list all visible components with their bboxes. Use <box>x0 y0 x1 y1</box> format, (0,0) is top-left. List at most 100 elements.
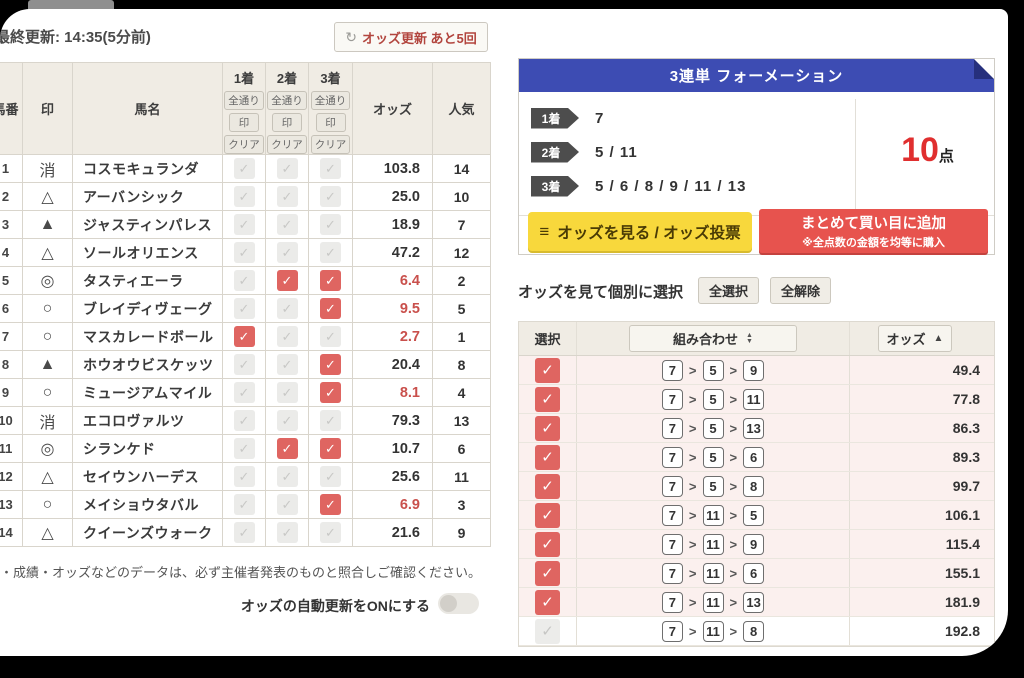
second-clear-button[interactable]: クリア <box>267 135 307 154</box>
first-place-checkbox[interactable]: ✓ <box>233 410 255 431</box>
third-place-checkbox[interactable]: ✓ <box>320 158 341 179</box>
first-place-checkbox[interactable]: ✓ <box>233 326 255 347</box>
first-mark-button[interactable]: 印 <box>229 113 259 132</box>
combination-sequence: 7 > 5 > 13 <box>577 417 849 439</box>
sort-by-combination-button[interactable]: 組み合わせ ▲ ▼ <box>629 325 797 352</box>
third-place-checkbox[interactable]: ✓ <box>320 186 341 207</box>
place-selection-values: 5 / 11 <box>595 143 638 161</box>
combination-sequence: 7 > 5 > 8 <box>577 475 849 497</box>
second-place-checkbox[interactable]: ✓ <box>276 354 298 375</box>
second-place-checkbox[interactable]: ✓ <box>276 214 298 235</box>
check-icon: ✓ <box>541 478 554 495</box>
check-icon: ✓ <box>238 384 250 400</box>
horse-number: 5 <box>0 266 23 295</box>
third-place-checkbox[interactable]: ✓ <box>320 242 341 263</box>
horse-mark-icon: ◎ <box>22 434 73 463</box>
horse-number: 1 <box>0 154 23 183</box>
first-place-checkbox[interactable]: ✓ <box>233 466 255 487</box>
combination-checkbox[interactable]: ✓ <box>535 357 560 383</box>
combination-checkbox[interactable]: ✓ <box>535 589 560 615</box>
first-clear-button[interactable]: クリア <box>224 135 264 154</box>
combination-table-header: 選択 組み合わせ ▲ ▼ オッズ ▲ <box>519 322 994 356</box>
second-place-checkbox[interactable]: ✓ <box>276 438 298 459</box>
auto-update-label: オッズの自動更新をONにする <box>240 598 430 614</box>
third-clear-button[interactable]: クリア <box>310 135 351 154</box>
clear-all-button[interactable]: 全解除 <box>770 277 832 304</box>
third-place-checkbox[interactable]: ✓ <box>320 466 341 487</box>
select-all-button[interactable]: 全選択 <box>698 277 760 304</box>
first-place-checkbox[interactable]: ✓ <box>233 242 255 263</box>
check-icon: ✓ <box>238 524 250 540</box>
horse-mark-icon: 消 <box>22 406 73 435</box>
third-mark-button[interactable]: 印 <box>315 113 346 132</box>
third-place-checkbox[interactable]: ✓ <box>320 382 341 403</box>
second-place-checkbox[interactable]: ✓ <box>276 326 298 347</box>
first-all-button[interactable]: 全通り <box>224 91 264 110</box>
place-selection-values: 5 / 6 / 8 / 9 / 11 / 13 <box>595 177 747 195</box>
horse-number: 6 <box>0 294 23 323</box>
third-place-checkbox[interactable]: ✓ <box>320 354 341 375</box>
first-place-checkbox[interactable]: ✓ <box>233 354 255 375</box>
third-place-checkbox[interactable]: ✓ <box>320 438 341 459</box>
combination-checkbox[interactable]: ✓ <box>535 618 560 644</box>
second-mark-button[interactable]: 印 <box>272 113 302 132</box>
horse-mark-icon: △ <box>22 182 73 211</box>
check-icon: ✓ <box>281 440 293 456</box>
second-place-checkbox[interactable]: ✓ <box>276 270 298 291</box>
combination-checkbox[interactable]: ✓ <box>535 415 560 441</box>
second-place-checkbox[interactable]: ✓ <box>276 410 298 431</box>
check-icon: ✓ <box>281 216 293 232</box>
third-place-checkbox[interactable]: ✓ <box>320 326 341 347</box>
check-icon: ✓ <box>541 594 554 611</box>
second-place-checkbox[interactable]: ✓ <box>276 186 298 207</box>
second-place-checkbox[interactable]: ✓ <box>276 298 298 319</box>
horse-row: 4 △ ソールオリエンス ✓ ✓ ✓ 47.2 12 <box>0 238 491 267</box>
first-place-checkbox[interactable]: ✓ <box>233 214 255 235</box>
horse-number: 14 <box>0 518 23 547</box>
odds-refresh-button[interactable]: ↻ オッズ更新 あと5回 <box>334 22 488 52</box>
first-place-checkbox[interactable]: ✓ <box>233 494 255 515</box>
second-place-checkbox[interactable]: ✓ <box>276 466 298 487</box>
third-place-checkbox[interactable]: ✓ <box>320 494 341 515</box>
first-place-checkbox[interactable]: ✓ <box>233 522 255 543</box>
sort-by-odds-button[interactable]: オッズ ▲ <box>878 325 952 352</box>
combination-row: ✓ 7 > 5 > 6 89.3 <box>519 443 994 472</box>
second-all-button[interactable]: 全通り <box>267 91 307 110</box>
arrow-separator-icon: > <box>688 449 697 465</box>
third-all-button[interactable]: 全通り <box>310 91 351 110</box>
third-place-checkbox[interactable]: ✓ <box>320 214 341 235</box>
first-place-checkbox[interactable]: ✓ <box>233 438 255 459</box>
first-place-checkbox[interactable]: ✓ <box>233 158 255 179</box>
first-place-checkbox[interactable]: ✓ <box>233 382 255 403</box>
combination-checkbox[interactable]: ✓ <box>535 386 560 412</box>
second-place-checkbox[interactable]: ✓ <box>276 242 298 263</box>
second-place-checkbox[interactable]: ✓ <box>276 158 298 179</box>
combination-checkbox[interactable]: ✓ <box>535 473 560 499</box>
place-badge: 2着 <box>531 141 579 163</box>
third-place-checkbox[interactable]: ✓ <box>320 298 341 319</box>
combination-odds: 77.8 <box>849 385 994 413</box>
combination-checkbox[interactable]: ✓ <box>535 444 560 470</box>
horse-name: アーバンシック <box>72 182 223 211</box>
combination-checkbox[interactable]: ✓ <box>535 502 560 528</box>
combination-odds: 89.3 <box>849 443 994 471</box>
second-place-checkbox[interactable]: ✓ <box>276 382 298 403</box>
second-place-checkbox[interactable]: ✓ <box>276 494 298 515</box>
second-place-checkbox[interactable]: ✓ <box>276 522 298 543</box>
view-odds-vote-button[interactable]: ≡ オッズを見る / オッズ投票 <box>528 212 752 251</box>
first-place-checkbox[interactable]: ✓ <box>233 298 255 319</box>
combination-checkbox[interactable]: ✓ <box>535 560 560 586</box>
third-place-checkbox[interactable]: ✓ <box>320 270 341 291</box>
add-to-betlist-button[interactable]: まとめて買い目に追加 ※全点数の金額を均等に購入 <box>759 209 988 253</box>
third-place-checkbox[interactable]: ✓ <box>320 410 341 431</box>
first-place-checkbox[interactable]: ✓ <box>233 186 255 207</box>
combination-checkbox[interactable]: ✓ <box>535 531 560 557</box>
horse-mark-icon: ○ <box>22 322 73 351</box>
auto-update-toggle[interactable] <box>438 593 479 614</box>
horse-number: 3 <box>0 210 23 239</box>
third-place-checkbox[interactable]: ✓ <box>320 522 341 543</box>
first-place-checkbox[interactable]: ✓ <box>233 270 255 291</box>
arrow-separator-icon: > <box>729 536 738 552</box>
horse-number: 4 <box>0 238 23 267</box>
check-icon: ✓ <box>238 300 250 316</box>
